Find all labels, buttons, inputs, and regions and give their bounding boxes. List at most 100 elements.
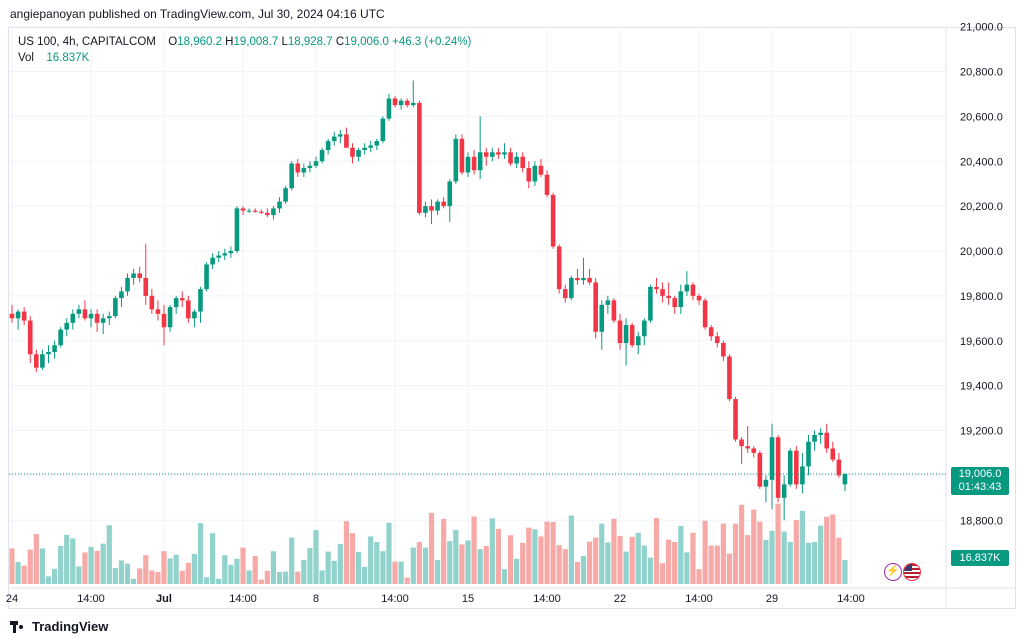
last-price-value: 19,006.0 — [958, 468, 1002, 480]
volume-bar — [805, 542, 812, 584]
volume-bar — [501, 569, 508, 584]
volume-bar — [720, 523, 726, 584]
candle-body — [763, 479, 769, 487]
volume-bar — [210, 533, 216, 584]
candle-body — [380, 118, 386, 142]
change-value: +46.3 (+0.24%) — [392, 36, 472, 48]
volume-bar — [258, 579, 264, 584]
candle-body — [769, 437, 775, 480]
volume-bar — [641, 545, 647, 584]
volume-bar — [763, 540, 769, 584]
candle-body — [70, 313, 76, 323]
candle-body — [775, 437, 781, 498]
volume-bar — [410, 547, 416, 584]
volume-bar — [593, 537, 599, 584]
volume-bar — [264, 570, 270, 584]
volume-bar — [787, 542, 793, 584]
volume-bar — [362, 566, 368, 584]
candle-body — [338, 134, 343, 137]
volume-bar — [70, 538, 76, 584]
volume-bar — [276, 572, 283, 584]
volume-bar — [696, 569, 702, 584]
volume-bar — [234, 558, 240, 584]
candle-body — [581, 277, 586, 281]
volume-bar — [775, 503, 781, 584]
candle-body — [15, 311, 21, 319]
time-tick-label: 29 — [766, 593, 778, 605]
time-tick-label: 24 — [6, 593, 18, 605]
volume-bar — [483, 546, 489, 584]
candle-body — [46, 351, 51, 355]
candle-body — [186, 300, 191, 319]
volume-bar — [39, 548, 45, 584]
price-tick-label: 19,800.0 — [960, 291, 1003, 303]
volume-bar — [568, 515, 574, 584]
volume-bar — [416, 542, 422, 584]
candle-body — [714, 336, 720, 343]
chart-frame[interactable] — [8, 27, 1016, 609]
candle-body — [441, 201, 446, 207]
tradingview-brand[interactable]: TradingView — [10, 619, 108, 634]
volume-bar — [137, 568, 143, 584]
candle-body — [611, 300, 617, 321]
candle-body — [459, 138, 465, 173]
price-tick-label: 19,400.0 — [960, 381, 1003, 393]
candle-body — [520, 156, 526, 168]
volume-bar — [161, 551, 167, 584]
volume-bar — [45, 576, 52, 584]
volume-bar — [532, 529, 538, 584]
candle-body — [562, 289, 568, 299]
candle-body — [593, 282, 598, 332]
candle-body — [94, 313, 100, 323]
high-value: 19,008.7 — [233, 36, 279, 48]
publisher-note: angiepanoyan published on TradingView.co… — [10, 7, 385, 21]
bar-countdown: 01:43:43 — [958, 481, 1002, 493]
volume-label[interactable]: Vol — [18, 52, 34, 64]
time-axis: 24 14:00 Jul 14:00 8 14:00 15 14:00 22 14:00 29 14:… — [6, 593, 865, 605]
candle-body — [605, 300, 611, 305]
volume-bar — [94, 550, 100, 584]
volume-bar — [751, 509, 757, 584]
tradingview-logo-icon — [10, 620, 27, 633]
volume-bar — [143, 555, 149, 584]
volume-bar — [538, 536, 544, 584]
volume-bar — [714, 545, 720, 584]
volume-bar — [386, 522, 392, 584]
volume-bar — [520, 542, 526, 584]
volume-bar — [811, 542, 818, 584]
volume-bar — [216, 578, 222, 584]
candle-body — [131, 273, 136, 278]
close-label: C — [335, 36, 345, 48]
volume-bar — [477, 549, 483, 584]
volume-bar — [495, 528, 501, 584]
time-tick-label: 14:00 — [533, 593, 561, 605]
candle-body — [842, 474, 848, 485]
candle-body — [210, 257, 215, 265]
candle-body — [167, 307, 173, 328]
time-tick-label: Jul — [156, 593, 172, 605]
candle-body — [629, 325, 635, 346]
time-tick-label: 14:00 — [381, 593, 409, 605]
lightning-icon[interactable]: ⚡ — [884, 563, 902, 581]
candle-body — [161, 313, 167, 328]
us-flag-icon[interactable] — [903, 563, 921, 581]
open-value: 18,960.2 — [177, 36, 222, 48]
volume-bar — [842, 560, 848, 584]
symbol-label[interactable]: US 100, 4h, CAPITALCOM — [18, 36, 156, 48]
candle-body — [252, 210, 258, 212]
candle-body — [666, 295, 671, 299]
volume-bar — [355, 552, 362, 584]
candle-body — [34, 354, 39, 368]
volume-bar — [587, 541, 593, 584]
candle-body — [240, 208, 246, 211]
volume-bar — [124, 563, 131, 584]
volume-bar — [106, 525, 112, 584]
volume-bar — [708, 545, 714, 584]
candle-body — [702, 300, 708, 328]
volume-bar — [459, 544, 465, 584]
volume-bar — [240, 547, 246, 584]
candles — [9, 80, 848, 521]
candle-body — [654, 286, 659, 290]
candle-body — [708, 327, 714, 337]
